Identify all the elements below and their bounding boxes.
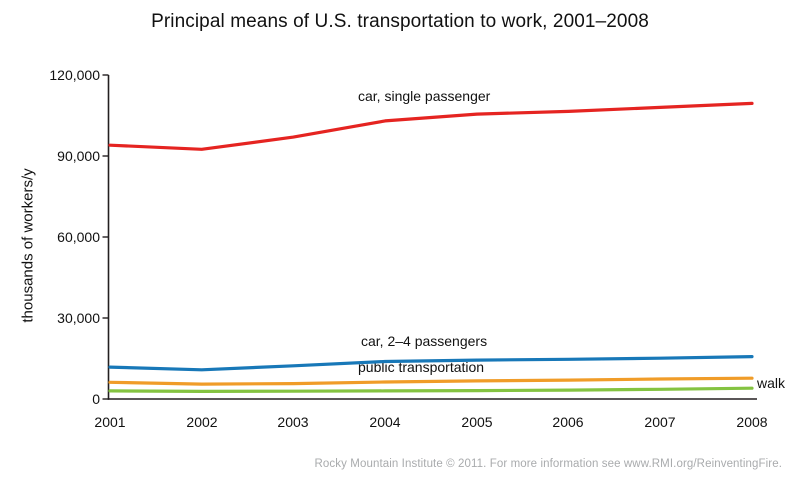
- series-line-car-single-passenger: [108, 101, 754, 151]
- x-tick-label-2001: 2001: [94, 414, 126, 430]
- x-tick-label-2005: 2005: [461, 414, 493, 430]
- x-tick-label-2007: 2007: [644, 414, 676, 430]
- footer-credit: Rocky Mountain Institute © 2011. For mor…: [314, 458, 782, 470]
- y-tick-label-120000: 120,000: [49, 67, 100, 83]
- series-line-walk: [108, 386, 754, 393]
- y-tick-label-60000: 60,000: [57, 229, 100, 245]
- series-line-public-transportation: [108, 376, 754, 386]
- x-tick-label-2008: 2008: [736, 414, 768, 430]
- x-tick-label-2003: 2003: [277, 414, 309, 430]
- y-tick-label-0: 0: [92, 391, 100, 407]
- x-tick-label-2004: 2004: [369, 414, 401, 430]
- x-tick-label-2006: 2006: [552, 414, 584, 430]
- series-label-car-single-passenger: car, single passenger: [358, 88, 491, 104]
- x-tick-label-2002: 2002: [186, 414, 218, 430]
- series-line-car-2-4-passengers: [108, 355, 754, 372]
- chart-title: Principal means of U.S. transportation t…: [151, 11, 649, 32]
- y-tick-label-30000: 30,000: [57, 310, 100, 326]
- y-tick-label-90000: 90,000: [57, 148, 100, 164]
- series-label-walk: walk: [757, 375, 786, 391]
- series-label-car-2-4-passengers: car, 2–4 passengers: [361, 333, 488, 349]
